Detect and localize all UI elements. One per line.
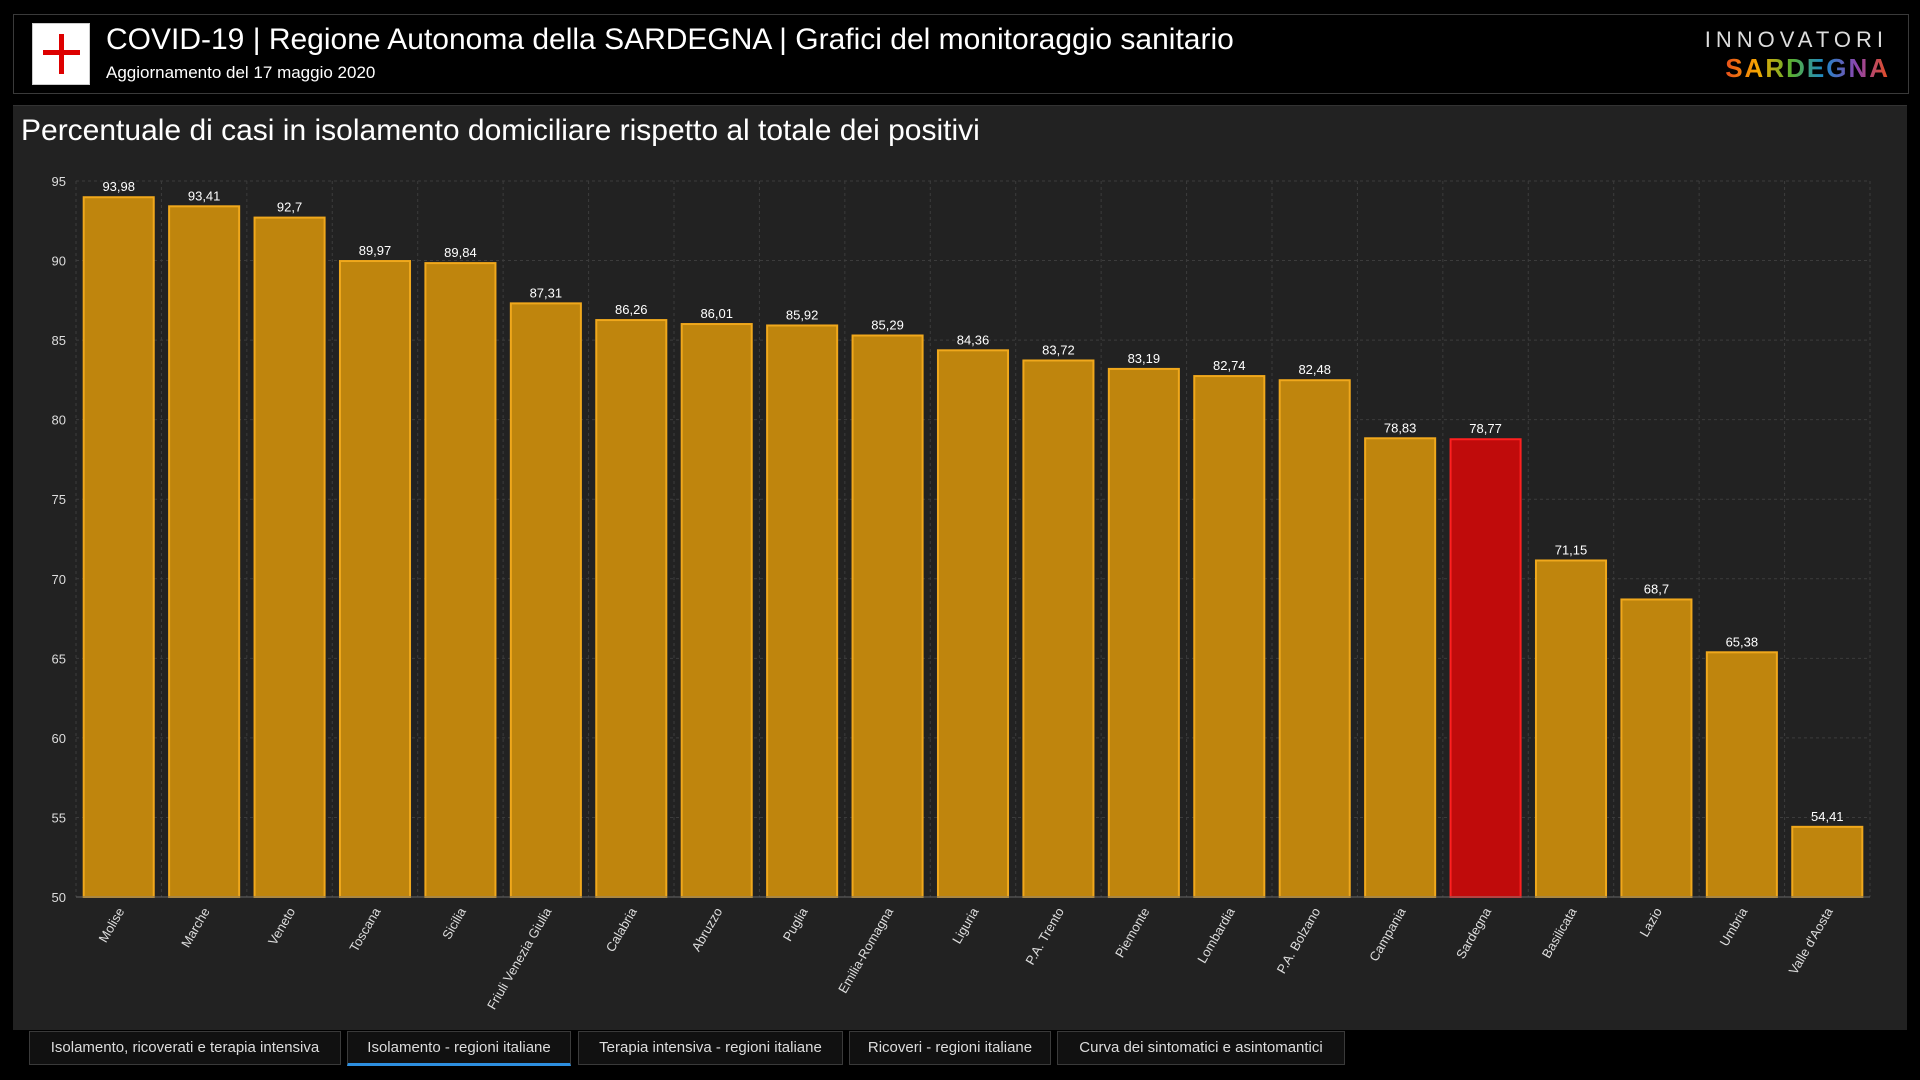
data-label: 82,48 <box>1298 362 1331 377</box>
data-label: 68,7 <box>1644 581 1669 596</box>
tab-curva-sintomatici[interactable]: Curva dei sintomatici e asintomantici <box>1057 1031 1345 1065</box>
bar-toscana <box>338 260 412 898</box>
y-tick-label: 95 <box>52 174 66 189</box>
data-label: 78,77 <box>1469 421 1502 436</box>
brand-logo-top: INNOVATORI <box>1704 27 1888 52</box>
x-tick-label: P.A. Bolzano <box>1274 905 1324 976</box>
data-label: 86,01 <box>700 306 733 321</box>
x-tick-label: Valle d'Aosta <box>1786 904 1837 977</box>
data-label: 78,83 <box>1384 420 1417 435</box>
data-label: 89,97 <box>359 243 392 258</box>
data-label: 65,38 <box>1726 634 1759 649</box>
x-tick-label: Veneto <box>265 905 298 948</box>
bar-molise <box>82 196 155 899</box>
data-label: 93,98 <box>102 179 135 194</box>
data-label: 54,41 <box>1811 809 1844 824</box>
bar-piemonte <box>1107 367 1180 898</box>
x-tick-label: Sardegna <box>1453 904 1495 961</box>
y-tick-label: 75 <box>52 492 66 507</box>
bar-calabria <box>595 319 668 898</box>
data-label: 86,26 <box>615 302 648 317</box>
x-tick-label: P.A. Trento <box>1022 905 1067 967</box>
brand-logo-bottom: SARDEGNA <box>1725 53 1890 83</box>
x-tick-label: Marche <box>178 905 213 950</box>
x-tick-label: Umbria <box>1717 904 1751 948</box>
data-label: 83,72 <box>1042 342 1075 357</box>
sardinia-crest-logo <box>32 23 90 85</box>
bar-friuli-venezia-giulia <box>509 302 582 898</box>
data-label: 85,92 <box>786 307 819 322</box>
data-label: 92,7 <box>277 200 302 215</box>
bar-emilia-romagna <box>851 334 924 898</box>
x-tick-label: Puglia <box>780 904 811 943</box>
y-tick-label: 50 <box>52 890 66 905</box>
bar-marche <box>168 205 241 899</box>
data-label: 89,84 <box>444 245 477 260</box>
bar-lazio <box>1620 598 1693 898</box>
bar-abruzzo <box>680 323 753 898</box>
x-tick-label: Campania <box>1366 904 1409 963</box>
data-label: 87,31 <box>530 285 563 300</box>
tab-isolamento-regioni[interactable]: Isolamento - regioni italiane <box>347 1031 571 1066</box>
bar-p-a-trento <box>1022 359 1095 898</box>
header: COVID-19 | Regione Autonoma della SARDEG… <box>13 14 1909 94</box>
bar-umbria <box>1705 651 1778 898</box>
x-tick-label: Piemonte <box>1112 905 1152 960</box>
tab-isolamento-ricoverati-terapia[interactable]: Isolamento, ricoverati e terapia intensi… <box>29 1031 341 1065</box>
x-tick-label: Friuli Venezia Giulia <box>484 904 555 1012</box>
data-label: 82,74 <box>1213 358 1246 373</box>
x-tick-label: Molise <box>96 905 128 945</box>
data-label: 85,29 <box>871 317 904 332</box>
tab-bar: Isolamento, ricoverati e terapia intensi… <box>0 1031 1920 1071</box>
x-tick-label: Emilia-Romagna <box>835 904 896 995</box>
y-tick-label: 80 <box>52 413 66 428</box>
bar-puglia <box>766 324 839 898</box>
x-tick-label: Sicilia <box>439 904 469 942</box>
x-tick-label: Lazio <box>1636 905 1665 939</box>
bar-liguria <box>936 349 1010 898</box>
bar-veneto <box>253 216 326 898</box>
x-tick-label: Liguria <box>949 904 982 946</box>
y-tick-label: 85 <box>52 333 66 348</box>
y-tick-label: 60 <box>52 731 66 746</box>
tab-terapia-intensiva-regioni[interactable]: Terapia intensiva - regioni italiane <box>578 1031 843 1065</box>
chart-panel: Percentuale di casi in isolamento domici… <box>13 105 1907 1030</box>
y-tick-label: 55 <box>52 810 66 825</box>
data-label: 84,36 <box>957 332 990 347</box>
y-tick-label: 90 <box>52 254 66 269</box>
y-tick-label: 65 <box>52 651 66 666</box>
x-tick-label: Basilicata <box>1539 904 1580 960</box>
tab-ricoveri-regioni[interactable]: Ricoveri - regioni italiane <box>849 1031 1051 1065</box>
page-title: COVID-19 | Regione Autonoma della SARDEG… <box>106 23 1234 56</box>
bar-basilicata <box>1534 559 1608 898</box>
x-tick-label: Lombardia <box>1194 904 1238 965</box>
bar-campania <box>1364 437 1437 898</box>
y-tick-label: 70 <box>52 572 66 587</box>
bar-chart: 50 55 60 65 70 75 80 85 90 95 93,98 Molise 93,41 Marc… <box>52 174 1871 1012</box>
chart-title: Percentuale di casi in isolamento domici… <box>21 114 980 147</box>
x-tick-label: Calabria <box>603 904 641 954</box>
x-tick-label: Abruzzo <box>688 905 725 954</box>
data-label: 83,19 <box>1128 351 1161 366</box>
bar-p-a-bolzano <box>1278 379 1351 899</box>
bar-sicilia <box>424 262 497 899</box>
data-label: 71,15 <box>1555 542 1588 557</box>
x-tick-label: Toscana <box>346 904 384 954</box>
data-label: 93,41 <box>188 188 221 203</box>
bar-lombardia <box>1193 375 1266 898</box>
bar-sardegna <box>1449 438 1522 898</box>
bar-valle-d-aosta <box>1791 825 1864 898</box>
update-date: Aggiornamento del 17 maggio 2020 <box>106 63 376 82</box>
